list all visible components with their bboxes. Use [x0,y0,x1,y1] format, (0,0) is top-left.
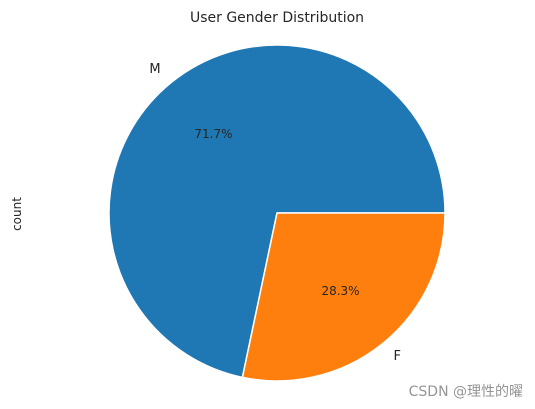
chart-title: User Gender Distribution [190,10,364,26]
pie-slice-m [108,44,446,379]
slice-label-f: F [393,349,400,364]
pie-slice-f [241,212,446,382]
y-axis-label: count [10,197,24,231]
percent-label-f: 28.3% [321,284,359,298]
percent-label-m: 71.7% [194,127,232,141]
watermark-text: CSDN @理性的曜 [408,384,523,400]
pie-labels: M 71.7% F 28.3% [149,62,401,364]
slice-label-m: M [149,62,160,77]
pie-slices [108,44,446,382]
